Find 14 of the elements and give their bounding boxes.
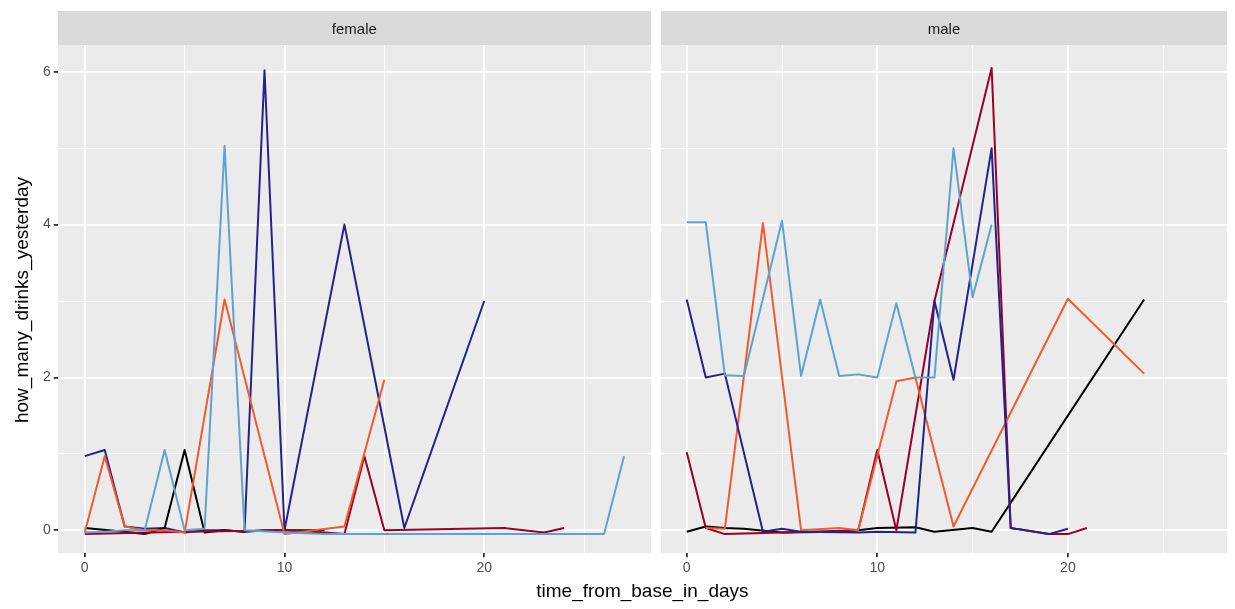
y-tick-label: 2 <box>42 368 51 385</box>
x-axis-title: time_from_base_in_days <box>536 580 749 602</box>
y-tick-label: 0 <box>42 521 51 538</box>
chart-title: male <box>661 11 1227 45</box>
y-tick-label: 6 <box>42 62 51 79</box>
x-tick-label: 0 <box>80 559 89 576</box>
y-tick-label: 4 <box>42 215 51 232</box>
x-tick-label: 10 <box>869 559 886 576</box>
x-tick-label: 0 <box>682 559 691 576</box>
x-tick-label: 20 <box>476 559 493 576</box>
y-axis-title: how_many_drinks_yesterday <box>11 176 33 424</box>
x-tick-label: 20 <box>1060 559 1076 576</box>
chart-title: female <box>57 11 651 45</box>
x-tick-label: 10 <box>276 559 293 576</box>
